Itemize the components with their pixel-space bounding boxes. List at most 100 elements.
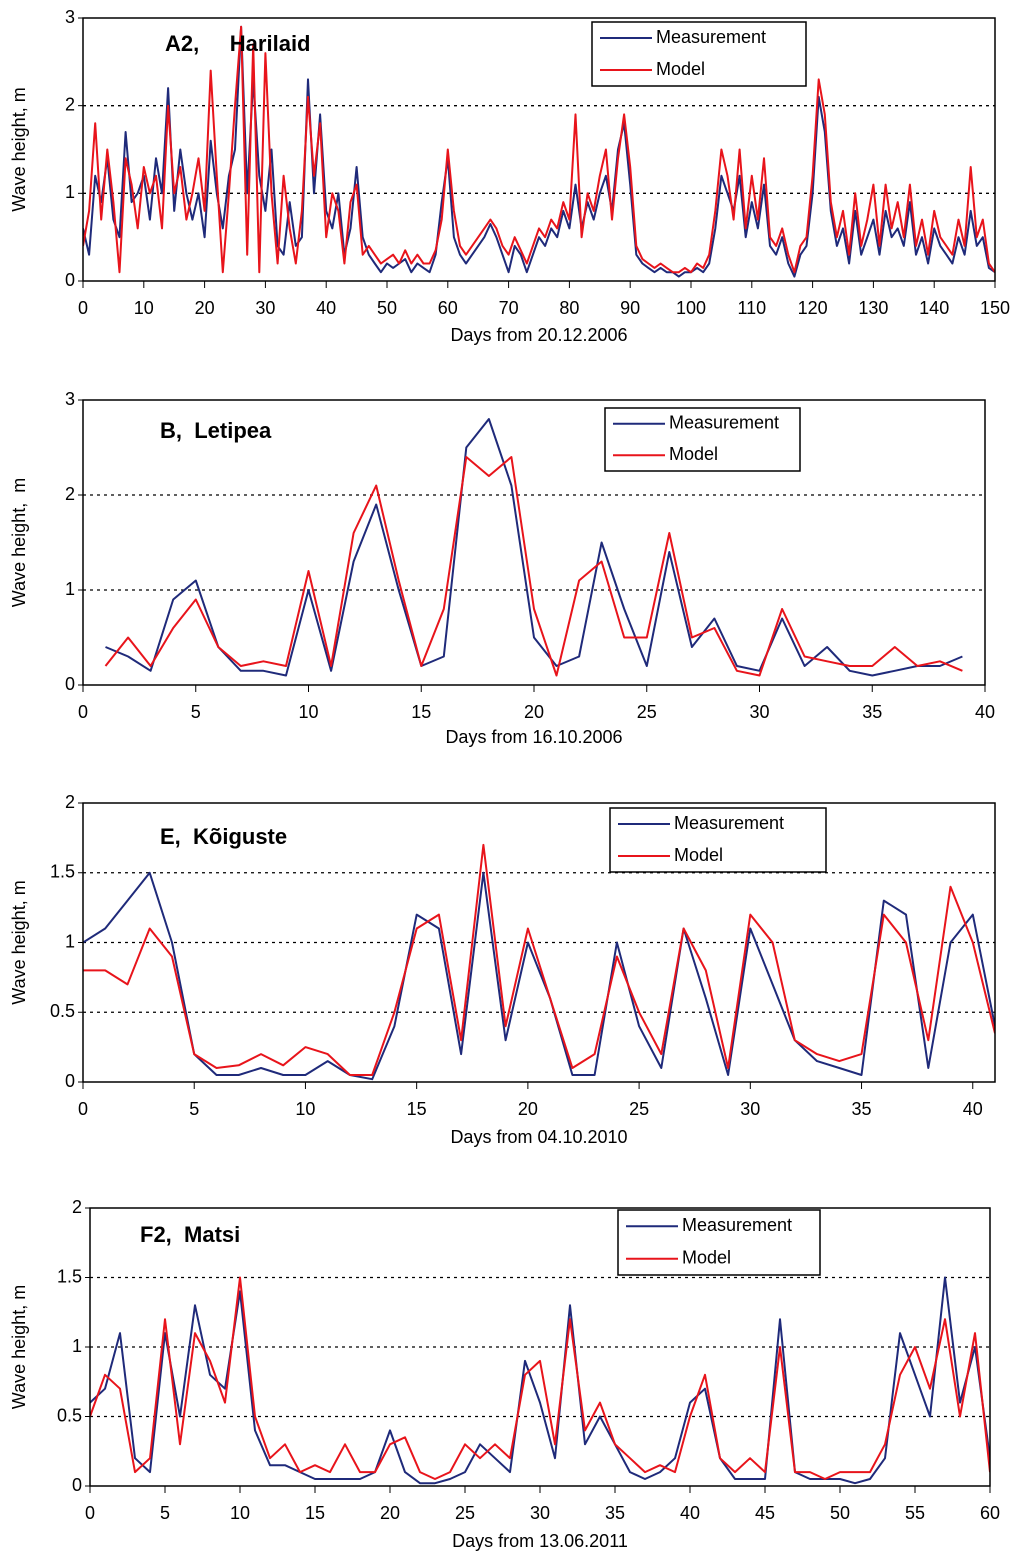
chart-title: F2, Matsi xyxy=(140,1222,240,1247)
x-tick-label: 60 xyxy=(438,298,458,318)
x-tick-label: 35 xyxy=(852,1099,872,1119)
x-axis-label: Days from 20.12.2006 xyxy=(450,325,627,345)
series-line xyxy=(83,25,995,274)
series-line xyxy=(90,1276,990,1485)
y-tick-label: 1 xyxy=(65,579,75,599)
x-tick-label: 0 xyxy=(78,298,88,318)
x-tick-label: 140 xyxy=(919,298,949,318)
plot-frame xyxy=(82,399,986,686)
x-tick-label: 10 xyxy=(230,1503,250,1523)
x-tick-label: 5 xyxy=(191,702,201,722)
x-tick-label: 10 xyxy=(298,702,318,722)
legend-label: Measurement xyxy=(682,1215,792,1235)
x-tick-label: 35 xyxy=(862,702,882,722)
x-tick-label: 35 xyxy=(605,1503,625,1523)
x-tick-label: 60 xyxy=(980,1503,1000,1523)
y-tick-label: 2 xyxy=(65,484,75,504)
y-tick-label: 1 xyxy=(65,182,75,202)
chart-title: E, Kõiguste xyxy=(160,824,287,849)
chart-title: A2, Harilaid xyxy=(165,31,311,56)
x-tick-label: 30 xyxy=(740,1099,760,1119)
legend-label: Model xyxy=(656,59,705,79)
x-tick-label: 150 xyxy=(980,298,1010,318)
y-tick-label: 0 xyxy=(72,1475,82,1495)
x-tick-label: 45 xyxy=(755,1503,775,1523)
x-tick-label: 130 xyxy=(858,298,888,318)
x-tick-label: 30 xyxy=(749,702,769,722)
y-axis-label: Wave height, m xyxy=(9,87,29,211)
x-tick-label: 5 xyxy=(189,1099,199,1119)
legend-label: Measurement xyxy=(656,27,766,47)
plot-frame xyxy=(82,802,996,1083)
x-tick-label: 15 xyxy=(407,1099,427,1119)
legend-box xyxy=(609,807,827,873)
y-tick-label: 0.5 xyxy=(50,1001,75,1021)
series-line xyxy=(105,418,963,677)
x-tick-label: 30 xyxy=(255,298,275,318)
y-axis-label: Wave height, m xyxy=(9,478,29,607)
y-tick-label: 2 xyxy=(72,1197,82,1217)
x-tick-label: 20 xyxy=(524,702,544,722)
series-line xyxy=(83,843,995,1076)
x-tick-label: 70 xyxy=(499,298,519,318)
x-tick-label: 100 xyxy=(676,298,706,318)
x-tick-label: 110 xyxy=(737,298,766,318)
y-tick-label: 0.5 xyxy=(57,1405,82,1425)
x-tick-label: 20 xyxy=(195,298,215,318)
y-tick-label: 0 xyxy=(65,674,75,694)
x-tick-label: 120 xyxy=(798,298,828,318)
plot-frame xyxy=(82,17,996,282)
legend-box xyxy=(591,21,807,87)
x-tick-label: 20 xyxy=(380,1503,400,1523)
series-line xyxy=(83,871,995,1081)
legend-box xyxy=(617,1209,821,1276)
panel: 00.511.520 5 10 15 20 25 30 35 40E, KõigusteDays… xyxy=(9,792,996,1147)
x-axis-label: Days from 13.06.2011 xyxy=(452,1531,628,1551)
series-line xyxy=(83,25,995,278)
legend-label: Model xyxy=(682,1248,731,1268)
x-tick-label: 25 xyxy=(637,702,657,722)
y-tick-label: 0 xyxy=(65,1071,75,1091)
legend-box xyxy=(604,407,801,472)
legend-label: Model xyxy=(669,444,718,464)
x-tick-label: 90 xyxy=(620,298,640,318)
y-tick-label: 3 xyxy=(65,389,75,409)
legend-label: Model xyxy=(674,845,723,865)
x-tick-label: 30 xyxy=(530,1503,550,1523)
x-tick-label: 25 xyxy=(629,1099,649,1119)
x-tick-label: 40 xyxy=(680,1503,700,1523)
x-tick-label: 10 xyxy=(295,1099,315,1119)
x-tick-label: 0 xyxy=(78,1099,88,1119)
x-tick-label: 40 xyxy=(316,298,336,318)
x-axis-label: Days from 16.10.2006 xyxy=(445,727,622,747)
x-tick-label: 10 xyxy=(134,298,154,318)
y-tick-label: 1.5 xyxy=(50,862,75,882)
y-tick-label: 1.5 xyxy=(57,1266,82,1286)
x-tick-label: 40 xyxy=(963,1099,983,1119)
x-tick-label: 20 xyxy=(518,1099,538,1119)
x-tick-label: 15 xyxy=(305,1503,325,1523)
series-line xyxy=(90,1276,990,1480)
y-tick-label: 3 xyxy=(65,7,75,27)
legend-label: Measurement xyxy=(674,813,784,833)
x-axis-label: Days from 04.10.2010 xyxy=(450,1127,627,1147)
x-tick-label: 50 xyxy=(830,1503,850,1523)
x-tick-label: 25 xyxy=(455,1503,475,1523)
x-tick-label: 5 xyxy=(160,1503,170,1523)
y-axis-label: Wave height, m xyxy=(9,1285,29,1409)
x-tick-label: 15 xyxy=(411,702,431,722)
x-tick-label: 80 xyxy=(559,298,579,318)
y-tick-label: 1 xyxy=(72,1336,82,1356)
y-tick-label: 2 xyxy=(65,792,75,812)
chart-title: B, Letipea xyxy=(160,418,272,443)
x-tick-label: 50 xyxy=(377,298,397,318)
x-tick-label: 0 xyxy=(85,1503,95,1523)
y-tick-label: 2 xyxy=(65,94,75,114)
plot-frame xyxy=(89,1207,991,1487)
x-tick-label: 0 xyxy=(78,702,88,722)
x-tick-label: 55 xyxy=(905,1503,925,1523)
